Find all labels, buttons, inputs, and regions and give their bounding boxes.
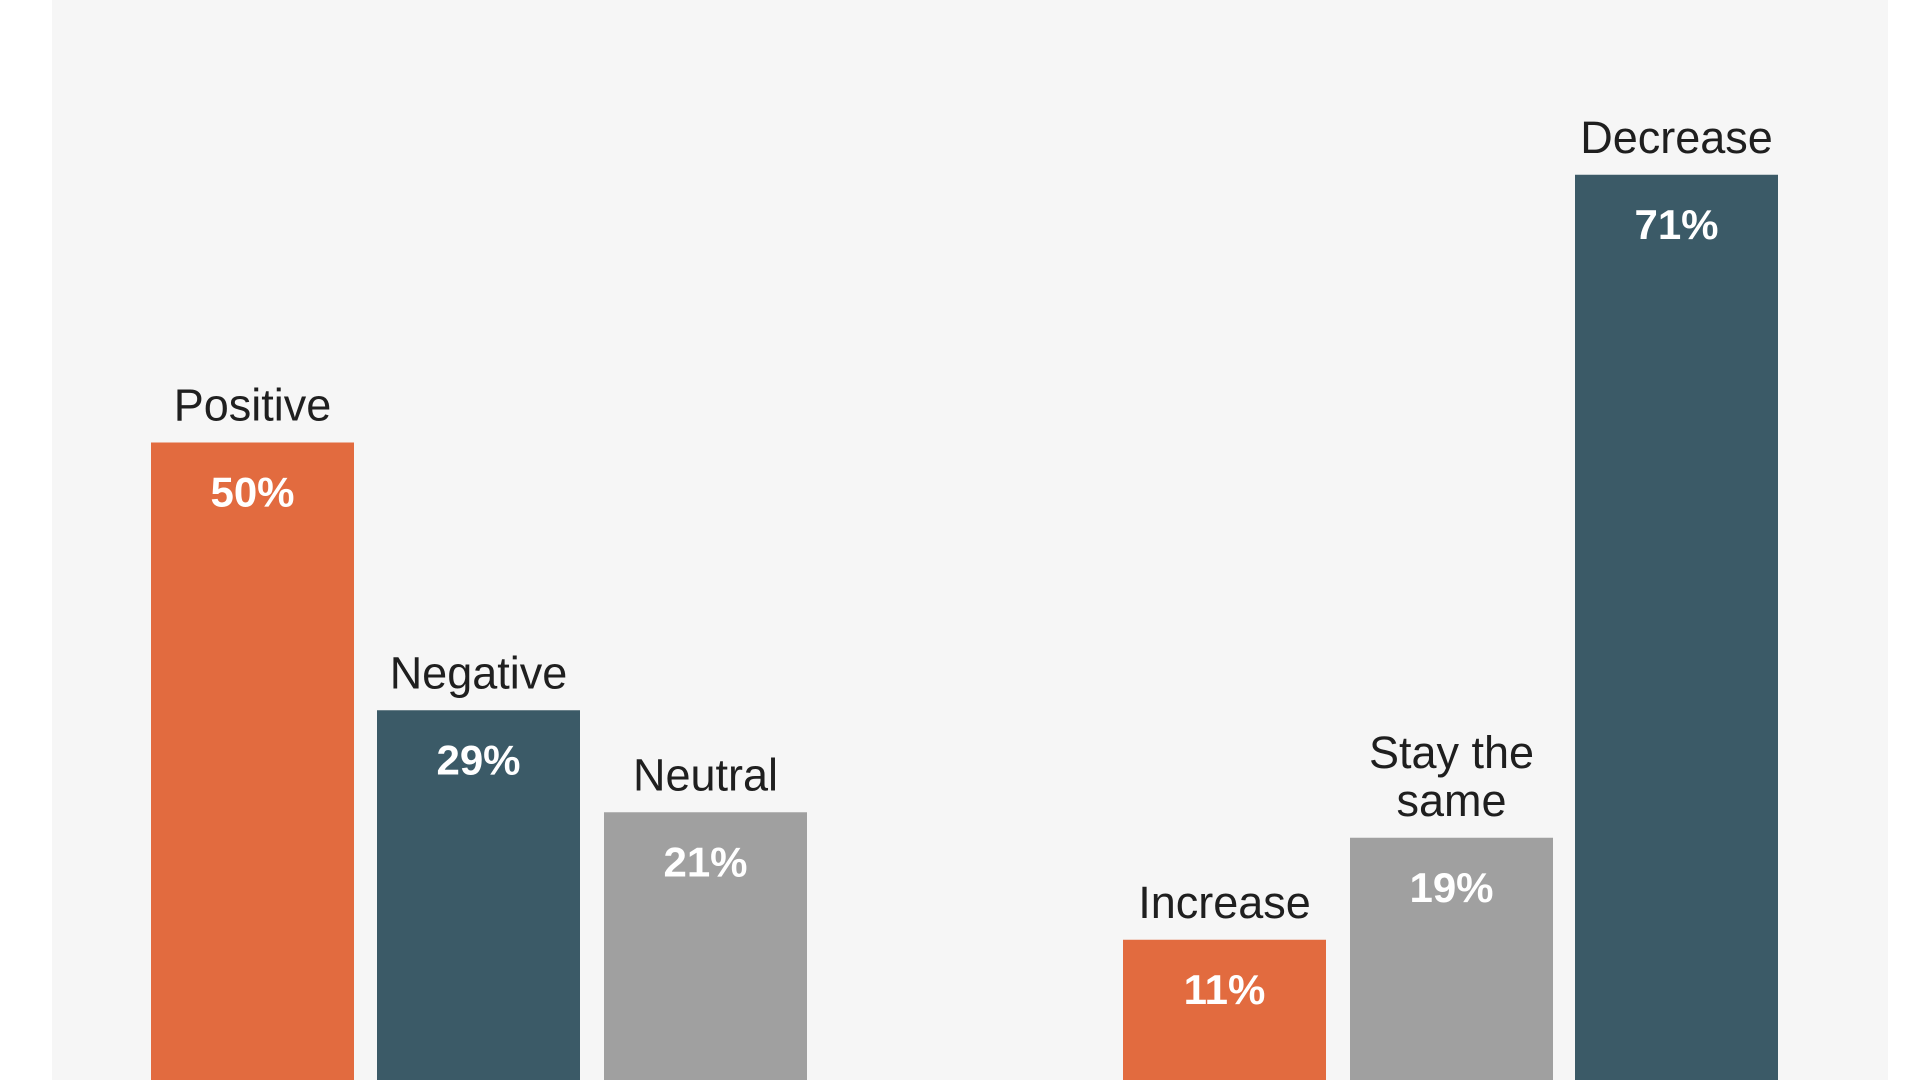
value-label-negative: 29% xyxy=(436,736,520,783)
category-label-increase: Increase xyxy=(1138,877,1311,928)
value-label-increase: 11% xyxy=(1184,966,1266,1013)
category-label-neutral: Neutral xyxy=(633,749,778,800)
bar-stay-the-same xyxy=(1350,837,1553,1080)
bar-increase xyxy=(1123,939,1326,1080)
category-label-line: Negative xyxy=(390,647,568,698)
value-label-neutral: 21% xyxy=(663,838,747,885)
bar-negative xyxy=(377,710,580,1080)
value-label-decrease: 71% xyxy=(1634,201,1718,248)
bar-neutral xyxy=(604,812,807,1080)
bar-decrease xyxy=(1575,174,1778,1080)
value-label-positive: 50% xyxy=(210,469,294,516)
chart-right-expected-change: 11% Increase 19% Stay the same 71% Decrease xyxy=(1123,112,1778,1080)
category-label-line: Positive xyxy=(174,380,332,431)
category-label-line: Decrease xyxy=(1580,112,1773,163)
bar-positive xyxy=(151,442,354,1080)
category-label-line: Stay the xyxy=(1369,727,1534,778)
category-label-line: same xyxy=(1396,775,1506,826)
value-label-stay-the-same: 19% xyxy=(1409,864,1493,911)
category-label-line: Increase xyxy=(1138,877,1311,928)
category-label-decrease: Decrease xyxy=(1580,112,1773,163)
category-label-line: Neutral xyxy=(633,749,778,800)
category-label-stay-the-same: Stay the same xyxy=(1369,727,1534,826)
category-label-positive: Positive xyxy=(174,380,332,431)
category-label-negative: Negative xyxy=(390,647,568,698)
chart-left-response-sentiment: 50% Positive 29% Negative 21% Neutral xyxy=(151,380,807,1080)
